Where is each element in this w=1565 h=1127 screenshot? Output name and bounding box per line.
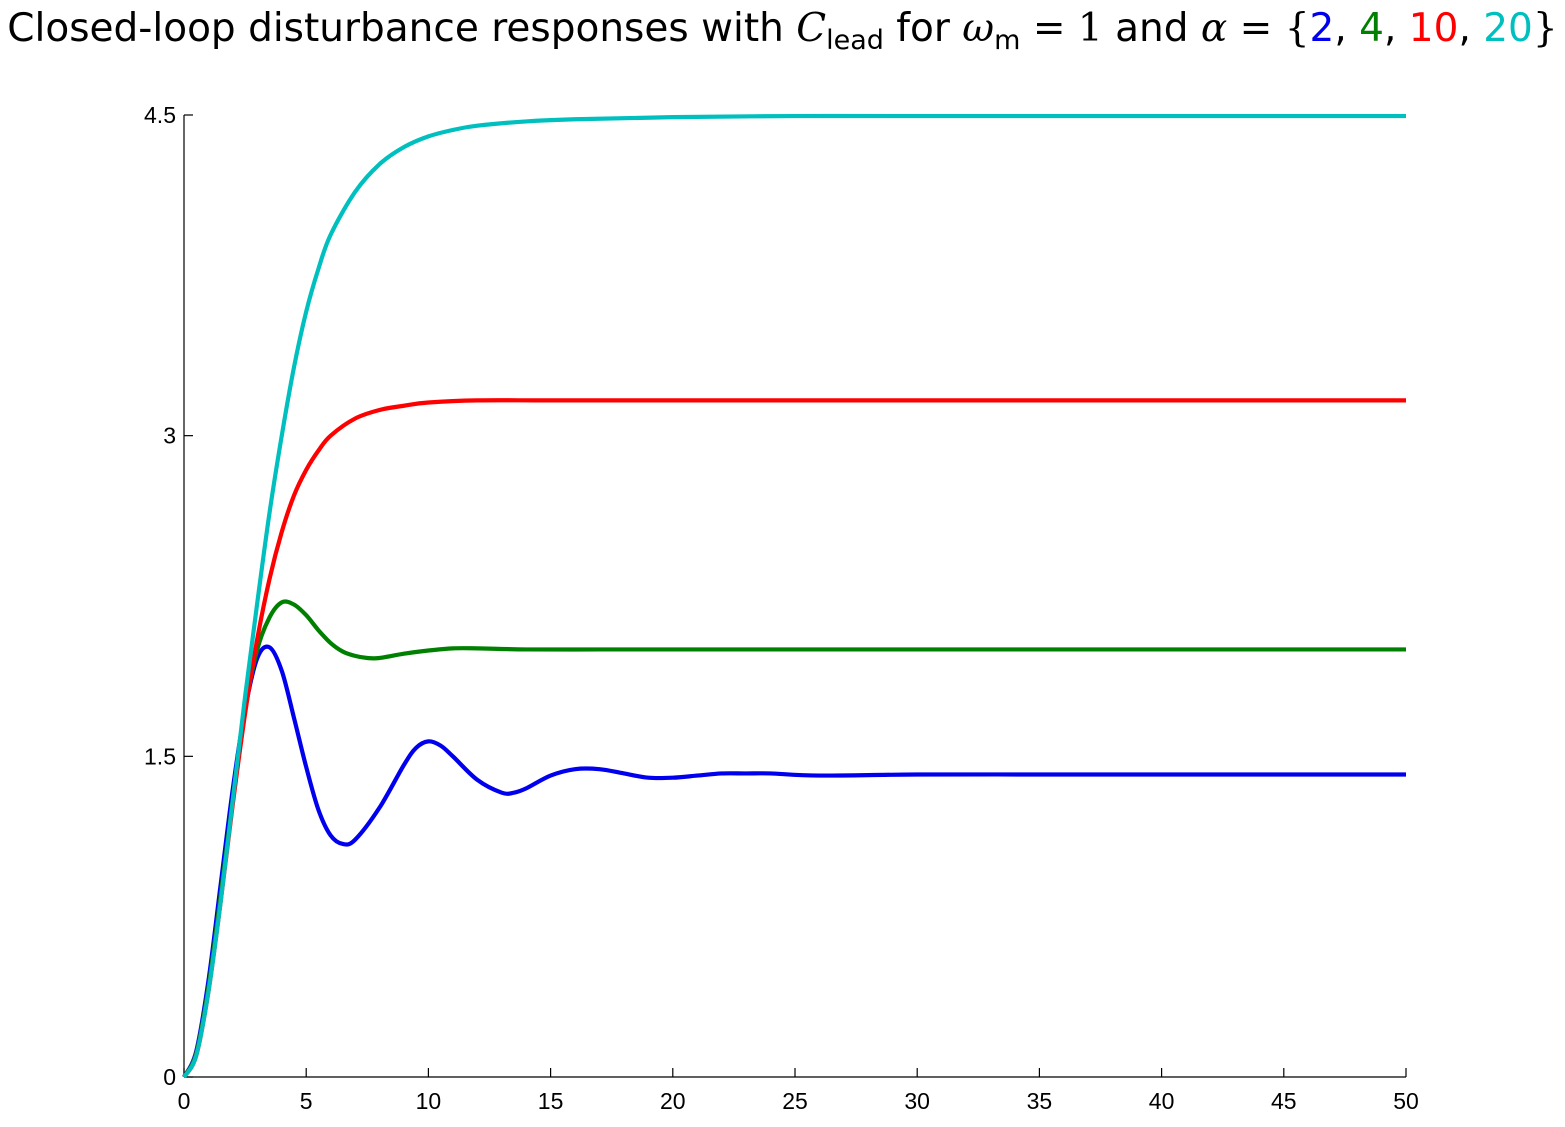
title-alpha-separator: , xyxy=(1458,6,1484,51)
title-for: for xyxy=(883,6,963,51)
title-c-subscript: lead xyxy=(826,25,884,56)
x-tick-label: 20 xyxy=(660,1088,686,1114)
title-alpha-value: 2 xyxy=(1309,6,1335,51)
y-tick-label: 3 xyxy=(163,423,176,449)
x-tick-label: 10 xyxy=(416,1088,442,1114)
x-tick-label: 5 xyxy=(300,1088,313,1114)
title-alpha-value: 20 xyxy=(1483,6,1533,51)
series-group xyxy=(182,113,1406,1079)
x-tick-label: 35 xyxy=(1027,1088,1053,1114)
x-tick-label: 0 xyxy=(178,1088,191,1114)
title-alpha-separator: , xyxy=(1334,6,1360,51)
title-omega-symbol: ω xyxy=(962,6,995,51)
title-open-brace: { xyxy=(1284,6,1310,51)
title-alpha-symbol: α xyxy=(1200,6,1228,51)
series-line xyxy=(182,644,1406,1079)
chart-title: Closed-loop disturbance responses with C… xyxy=(0,6,1565,56)
title-alpha-value: 10 xyxy=(1408,6,1459,51)
title-equals: = xyxy=(1227,6,1285,51)
x-tick-label: 15 xyxy=(538,1088,564,1114)
title-prefix: Closed-loop disturbance responses with xyxy=(7,6,797,51)
title-alpha-value: 4 xyxy=(1359,6,1384,51)
series-line xyxy=(182,398,1406,1079)
title-c-symbol: C xyxy=(796,6,827,51)
x-tick-label: 30 xyxy=(904,1088,930,1114)
x-tick-label: 25 xyxy=(782,1088,808,1114)
x-tick-label: 50 xyxy=(1393,1088,1419,1114)
x-tick-label: 40 xyxy=(1149,1088,1175,1114)
y-tick-label: 0 xyxy=(163,1064,176,1090)
title-equals-one: = 1 xyxy=(1020,6,1103,51)
y-tick-label: 1.5 xyxy=(144,743,176,769)
title-alpha-separator: , xyxy=(1384,6,1409,51)
axes: 0 5 10 15 20 25 30 35 40 45 50 0 1.5 3 4.5 xyxy=(144,102,1419,1114)
series-line xyxy=(182,599,1406,1079)
title-and: and xyxy=(1102,6,1201,51)
series-line xyxy=(182,113,1406,1079)
title-close-brace: } xyxy=(1532,6,1558,51)
title-omega-subscript: m xyxy=(994,25,1021,56)
x-tick-label: 45 xyxy=(1271,1088,1297,1114)
title-alpha-list: 2, 4, 10, 20 xyxy=(1310,6,1533,51)
y-tick-label: 4.5 xyxy=(144,102,176,128)
